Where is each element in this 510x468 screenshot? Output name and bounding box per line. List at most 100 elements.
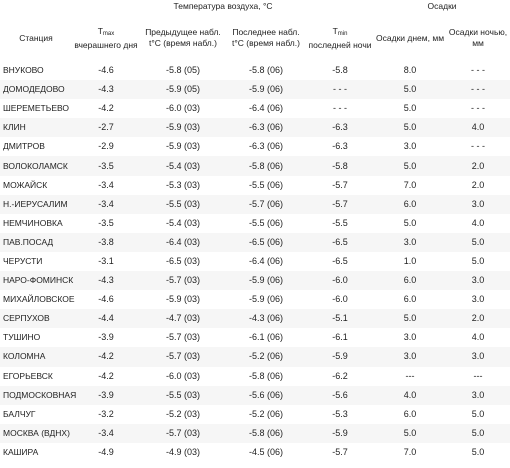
last-observation-cell: -4.5 (06) [226, 442, 306, 462]
station-column-header: Станция [19, 32, 53, 43]
station-name-cell: ПАВ.ПОСАД [0, 232, 72, 252]
previous-observation-cell: -6.4 (03) [140, 232, 226, 252]
station-name-cell: БАЛЧУГ [0, 404, 72, 424]
precipitation-day-cell: 5.0 [374, 213, 447, 233]
tmax-cell: -3.1 [72, 251, 140, 272]
last-observation-cell: -6.1 (06) [226, 328, 306, 348]
tmin-cell: -6.3 [306, 137, 375, 157]
table-row: Н.-ИЕРУСАЛИМ -3.4 -5.5 (03) -5.7 (06) -5.7 6.… [0, 194, 510, 214]
tmin-cell: -5.9 [306, 423, 375, 443]
tmax-cell: -3.5 [72, 156, 140, 176]
last-observation-cell: -5.8 (06) [226, 423, 306, 443]
tmin-cell: - - - [306, 99, 375, 119]
previous-observation-cell: -6.5 (03) [140, 251, 226, 272]
previous-observation-cell: -5.7 (03) [140, 347, 226, 367]
tmin-cell: -6.0 [306, 271, 375, 291]
precipitation-day-cell: 5.0 [374, 80, 447, 100]
previous-observation-cell: -5.4 (03) [140, 213, 226, 233]
precipitation-day-cell: 1.0 [374, 251, 447, 272]
table-header: Температура воздуха, °C Осадки Станция T… [0, 0, 510, 61]
last-observation-cell: -6.3 (06) [226, 137, 306, 157]
previous-observation-cell: -5.5 (03) [140, 385, 226, 405]
station-name-cell: ДМИТРОВ [0, 137, 72, 157]
table-row: ЕГОРЬЕВСК -4.2 -6.0 (03) -5.8 (06) -6.2 --- --… [0, 366, 510, 386]
previous-observation-cell: -5.9 (03) [140, 118, 226, 138]
tmax-cell: -2.9 [72, 137, 140, 157]
tmin-cell: -5.7 [306, 194, 375, 214]
precipitation-day-cell: 4.0 [374, 385, 447, 405]
tmax-caption: вчерашнего дня [74, 39, 138, 50]
tmin-cell: -5.5 [306, 213, 375, 233]
last-observation-cell: -5.6 (06) [226, 385, 306, 405]
precipitation-night-cell: 3.0 [446, 271, 510, 291]
air-temperature-group-header: Температура воздуха, °C [173, 1, 273, 11]
last-observation-cell: -6.4 (06) [226, 99, 306, 119]
previous-observation-cell: -4.7 (03) [140, 309, 226, 329]
tmin-cell: -6.5 [306, 232, 375, 252]
table-row: ШЕРЕМЕТЬЕВО -4.2 -6.0 (03) -6.4 (06) - - -5.… [0, 99, 510, 119]
table-row: НАРО-ФОМИНСК -4.3 -5.7 (03) -5.9 (06) -6.0 6.… [0, 271, 510, 291]
precipitation-night-cell: 2.0 [446, 156, 510, 176]
tmin-caption: последней ночи [308, 39, 372, 50]
station-name-cell: ЧЕРУСТИ [0, 251, 72, 272]
precipitation-night-cell: 2.0 [446, 309, 510, 329]
tmin-cell: -5.8 [306, 156, 375, 176]
precipitation-day-cell: 7.0 [374, 175, 447, 195]
precipitation-night-cell: 3.0 [446, 194, 510, 214]
tmax-column-header: Tmax вчерашнего дня [72, 15, 140, 61]
precipitation-night-cell: 5.0 [446, 442, 510, 462]
precipitation-day-cell: 3.0 [374, 232, 447, 252]
station-name-cell: ДОМОДЕДОВО [0, 80, 72, 100]
precipitation-day-cell: 6.0 [374, 271, 447, 291]
precipitation-night-cell: 5.0 [446, 251, 510, 272]
tmax-symbol: T [97, 25, 103, 36]
precipitation-day-cell: 7.0 [374, 442, 447, 462]
precipitation-night-cell: 5.0 [446, 423, 510, 443]
tmin-cell: -6.2 [306, 366, 375, 386]
tmax-cell: -3.4 [72, 194, 140, 214]
precipitation-day-cell: --- [374, 366, 447, 386]
last-observation-column-header: Последнее набл. t°C (время набл.) [232, 27, 300, 48]
tmin-symbol: T [332, 25, 338, 36]
table-row: НЕМЧИНОВКА -3.5 -5.4 (03) -5.5 (06) -5.5 5.0 4… [0, 213, 510, 233]
station-name-cell: МОЖАЙСК [0, 175, 72, 195]
station-name-cell: Н.-ИЕРУСАЛИМ [0, 194, 72, 214]
table-row: КЛИН -2.7 -5.9 (03) -6.3 (06) -6.3 5.0 4.0 [0, 118, 510, 138]
last-observation-cell: -6.4 (06) [226, 251, 306, 272]
previous-observation-cell: -5.7 (03) [140, 271, 226, 291]
precipitation-day-cell: 6.0 [374, 290, 447, 310]
station-name-cell: НАРО-ФОМИНСК [0, 271, 73, 291]
previous-observation-cell: -6.0 (03) [140, 99, 226, 119]
precipitation-day-cell: 5.0 [374, 99, 447, 119]
table-row: КОЛОМНА -4.2 -5.7 (03) -5.2 (06) -5.9 3.0 3.0 [0, 347, 510, 367]
tmin-cell: -5.7 [306, 442, 375, 462]
precipitation-night-column-header: Осадки ночью, мм [448, 27, 508, 48]
precipitation-day-cell: 3.0 [374, 347, 447, 367]
tmin-cell: -6.1 [306, 328, 375, 348]
precipitation-night-cell: 4.0 [446, 118, 510, 138]
station-name-cell: ВНУКОВО [0, 61, 72, 81]
tmin-cell: -6.0 [306, 290, 375, 310]
last-observation-cell: -5.5 (06) [226, 175, 306, 195]
tmax-cell: -4.3 [72, 271, 140, 291]
precipitation-night-cell: 5.0 [446, 404, 510, 424]
precipitation-night-cell: 3.0 [446, 385, 510, 405]
tmin-cell: -5.1 [306, 309, 375, 329]
last-observation-cell: -4.3 (06) [226, 309, 306, 329]
tmax-cell: -3.4 [72, 423, 140, 443]
tmin-cell: -5.9 [306, 347, 375, 367]
tmax-cell: -4.4 [72, 309, 140, 329]
precipitation-group-header: Осадки [427, 1, 457, 11]
station-name-cell: КАШИРА [0, 442, 72, 462]
previous-observation-cell: -5.9 (03) [140, 290, 226, 310]
tmax-cell: -3.9 [72, 385, 140, 405]
station-name-cell: НЕМЧИНОВКА [0, 213, 72, 233]
previous-observation-cell: -5.9 (03) [140, 137, 226, 157]
tmin-cell: -5.6 [306, 385, 375, 405]
previous-observation-cell: -5.8 (05) [140, 61, 226, 81]
station-name-cell: ВОЛОКОЛАМСК [0, 156, 72, 176]
previous-observation-column-header: Предыдущее набл. t°C (время набл.) [145, 27, 221, 48]
tmax-cell: -4.6 [72, 61, 140, 81]
precipitation-day-cell: 6.0 [374, 404, 447, 424]
